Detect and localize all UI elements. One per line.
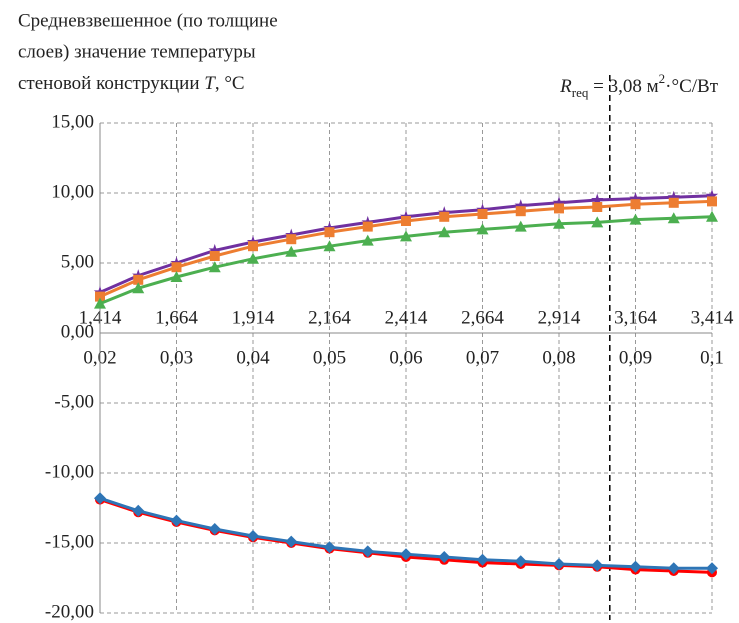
marker	[629, 213, 642, 225]
marker	[514, 555, 527, 568]
chart-title: Средневзвешенное (по толщине	[18, 10, 278, 31]
y-tick-label: 10,00	[51, 181, 94, 202]
y-tick-label: -5,00	[54, 391, 94, 412]
marker	[362, 221, 373, 232]
marker	[400, 230, 412, 242]
marker	[591, 216, 604, 228]
marker	[476, 553, 489, 566]
x2-tick-label: 2,914	[538, 307, 581, 328]
marker	[248, 241, 258, 252]
marker	[554, 203, 564, 214]
marker	[667, 562, 680, 575]
annotation: R	[559, 76, 572, 97]
marker	[361, 545, 374, 558]
marker	[209, 251, 220, 261]
x-tick-label: 0,06	[389, 347, 422, 368]
x2-tick-label: 3,164	[614, 307, 657, 328]
chart-title: T	[204, 73, 216, 94]
x-tick-label: 0,1	[700, 347, 724, 368]
chart-title: стеновой конструкции	[18, 73, 204, 94]
marker	[94, 492, 106, 505]
marker	[705, 189, 719, 202]
x2-tick-label: 3,414	[691, 307, 734, 328]
marker	[552, 196, 566, 209]
marker	[247, 252, 259, 264]
chart-title: слоев) значение температуры	[18, 41, 256, 62]
marker	[132, 282, 145, 294]
marker	[667, 190, 680, 203]
marker	[629, 192, 642, 204]
marker	[323, 541, 336, 554]
x2-tick-label: 2,414	[385, 307, 428, 328]
marker	[171, 262, 182, 273]
annotation: ·°C/Вт	[665, 76, 719, 97]
marker	[667, 212, 680, 224]
marker	[707, 196, 717, 207]
marker	[285, 535, 298, 548]
marker	[133, 274, 144, 285]
marker	[553, 217, 565, 229]
marker	[553, 558, 565, 570]
marker	[630, 199, 641, 210]
y-tick-label: -15,00	[45, 531, 94, 552]
marker	[208, 261, 221, 273]
marker	[477, 209, 488, 219]
y-tick-label: -20,00	[45, 601, 94, 622]
marker	[208, 243, 221, 256]
x-tick-label: 0,08	[542, 347, 575, 368]
marker	[324, 227, 335, 238]
marker	[361, 234, 374, 246]
x-tick-label: 0,03	[160, 347, 193, 368]
marker	[438, 226, 451, 238]
marker	[591, 559, 604, 572]
marker	[591, 193, 604, 206]
chart-title: стеновой конструкции T, °C	[18, 73, 245, 94]
marker	[285, 245, 298, 257]
marker	[476, 223, 489, 235]
marker	[514, 199, 527, 211]
x-tick-label: 0,05	[313, 347, 346, 368]
marker	[515, 206, 526, 217]
marker	[95, 291, 105, 302]
marker	[438, 551, 451, 563]
marker	[132, 504, 145, 517]
marker	[247, 530, 259, 542]
annotation: 2	[659, 71, 666, 86]
x-tick-label: 0,04	[236, 347, 270, 368]
marker	[400, 548, 412, 561]
y-tick-label: 5,00	[61, 251, 94, 272]
x-tick-label: 0,07	[466, 347, 499, 368]
marker	[286, 234, 297, 245]
annotation: Rreq = 3,08 м2·°C/Вт	[559, 71, 719, 100]
x2-tick-label: 1,914	[232, 307, 275, 328]
y-tick-label: -10,00	[45, 461, 94, 482]
annotation: req	[572, 85, 589, 100]
annotation: = 3,08 м	[588, 76, 658, 97]
marker	[706, 562, 718, 575]
marker	[706, 210, 718, 222]
marker	[629, 560, 642, 573]
marker	[323, 240, 336, 252]
chart-title: , °C	[215, 73, 245, 94]
marker	[208, 523, 221, 535]
marker	[94, 297, 106, 309]
marker	[170, 271, 183, 282]
marker	[514, 220, 527, 232]
x2-tick-label: 1,664	[155, 307, 198, 328]
y-tick-label: 0,00	[61, 321, 94, 342]
marker	[668, 197, 679, 208]
marker	[439, 211, 450, 222]
marker	[592, 202, 603, 212]
marker	[401, 216, 411, 226]
x2-tick-label: 2,664	[461, 307, 504, 328]
marker	[170, 514, 183, 527]
y-tick-label: 15,00	[51, 111, 94, 132]
x2-tick-label: 2,164	[308, 307, 351, 328]
x-tick-label: 0,09	[619, 347, 652, 368]
